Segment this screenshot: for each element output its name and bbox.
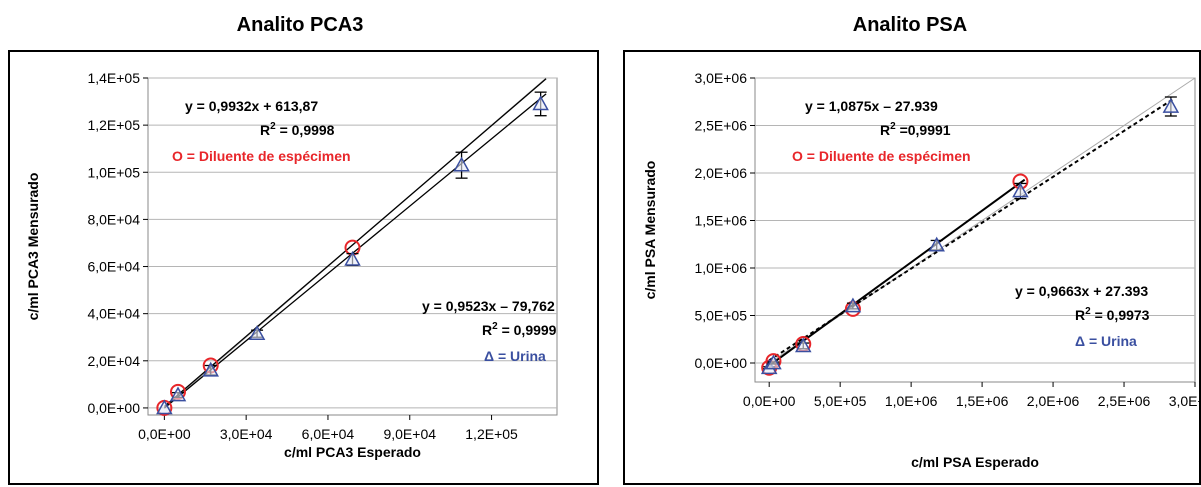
y-axis-label: c/ml PSA Mensurado	[642, 161, 658, 300]
data-point-triangle	[453, 156, 470, 172]
data-point-triangle	[1012, 182, 1029, 198]
legend-circle-label: O = Diluente de espécimen	[172, 148, 351, 164]
fit-line	[768, 97, 1175, 362]
x-tick-label: 0,0E+00	[138, 426, 191, 442]
chart-panel-psa: 0,0E+00 5,0E+05 1,0E+06 1,5E+06 2,0E+06 2,5E+…	[623, 50, 1201, 485]
r-squared-label: R2 = 0,9999	[482, 321, 557, 338]
x-tick-label: 3,0E+04	[220, 426, 273, 442]
x-tick-label: 2,0E+06	[1027, 393, 1080, 409]
equation-annotation: y = 0,9663x + 27.393 R2 = 0,9973 Δ = Urina	[1015, 283, 1150, 349]
plot-area	[147, 77, 558, 416]
r-squared-label: R2 = 0,9998	[260, 121, 335, 138]
chart-panel-pca3: 0,0E+00 2,0E+04 4,0E+04 6,0E+04 8,0E+04 1,0E+…	[8, 50, 599, 485]
y-axis-label: c/ml PCA3 Mensurado	[25, 173, 41, 321]
y-tick-label: 8,0E+04	[87, 211, 140, 227]
y-tick-label: 1,4E+05	[87, 70, 140, 86]
fit-line	[768, 178, 1026, 367]
data-point-triangle	[765, 354, 782, 370]
r-squared-label: R2 =0,9991	[880, 121, 951, 138]
data-point-triangle	[1162, 97, 1180, 113]
data-point-triangle	[156, 399, 173, 415]
y-tick-label: 6,0E+04	[87, 259, 140, 275]
chart-title-psa: Analito PSA	[852, 14, 968, 36]
legend-circle-label: O = Diluente de espécimen	[792, 148, 971, 164]
fit-equation: y = 0,9932x + 613,87	[185, 98, 318, 114]
fit-equation: y = 0,9663x + 27.393	[1015, 283, 1148, 299]
data-point-triangle	[169, 386, 187, 402]
x-tick-label: 1,2E+05	[465, 426, 518, 442]
equation-annotation: y = 1,0875x – 27.939 R2 =0,9991 O = Diluen…	[792, 98, 971, 164]
psa-chart: 0,0E+00 5,0E+05 1,0E+06 1,5E+06 2,0E+06 2,5E+…	[642, 70, 1201, 470]
x-tick-label: 1,5E+06	[956, 393, 1009, 409]
data-point-triangle	[928, 236, 945, 252]
y-tick-label: 3,0E+06	[694, 70, 747, 86]
y-tick-label: 4,0E+04	[87, 306, 140, 322]
y-tick-label: 1,0E+06	[694, 260, 747, 276]
fit-line	[163, 78, 547, 407]
y-tick-label: 2,5E+06	[694, 118, 747, 134]
y-tick-label: 0,0E+00	[694, 355, 747, 371]
fit-equation: y = 0,9523x – 79,762	[422, 298, 555, 314]
x-tick-label: 5,0E+05	[814, 393, 867, 409]
equation-annotation: y = 0,9932x + 613,87 R2 = 0,9998 O = Dilue…	[172, 98, 351, 164]
fit-equation: y = 1,0875x – 27.939	[805, 98, 938, 114]
x-axis-label: c/ml PSA Esperado	[911, 454, 1039, 470]
equation-annotation: y = 0,9523x – 79,762 R2 = 0,9999 Δ = Urina	[422, 298, 557, 364]
data-point-triangle	[248, 325, 266, 341]
x-tick-label: 6,0E+04	[302, 426, 355, 442]
y-tick-label: 2,0E+04	[87, 353, 140, 369]
chart-title-pca3: Analito PCA3	[236, 14, 364, 36]
data-point-triangle	[844, 297, 862, 313]
data-point-triangle	[344, 250, 361, 266]
x-tick-label: 2,5E+06	[1098, 393, 1151, 409]
pca3-chart: 0,0E+00 2,0E+04 4,0E+04 6,0E+04 8,0E+04 1,0E+…	[25, 70, 558, 460]
r-squared-label: R2 = 0,9973	[1075, 306, 1150, 323]
y-tick-label: 2,0E+06	[694, 165, 747, 181]
data-point-triangle	[794, 337, 812, 353]
identity-line	[768, 77, 1196, 364]
x-tick-label: 3,0E+06	[1169, 393, 1201, 409]
fit-line	[163, 93, 547, 409]
y-tick-label: 0,0E+00	[87, 400, 140, 416]
x-axis-label: c/ml PCA3 Esperado	[284, 444, 421, 460]
y-tick-label: 1,2E+05	[87, 117, 140, 133]
x-tick-label: 0,0E+00	[743, 393, 796, 409]
data-point-triangle	[202, 361, 219, 377]
y-tick-label: 1,5E+06	[694, 213, 747, 229]
y-tick-label: 1,0E+05	[87, 164, 140, 180]
plot-area	[754, 77, 1196, 383]
data-point-triangle	[532, 95, 549, 111]
x-tick-label: 9,0E+04	[383, 426, 436, 442]
x-tick-label: 1,0E+06	[885, 393, 938, 409]
legend-triangle-label: Δ = Urina	[484, 348, 546, 364]
legend-triangle-label: Δ = Urina	[1075, 333, 1137, 349]
y-tick-label: 5,0E+05	[694, 308, 747, 324]
